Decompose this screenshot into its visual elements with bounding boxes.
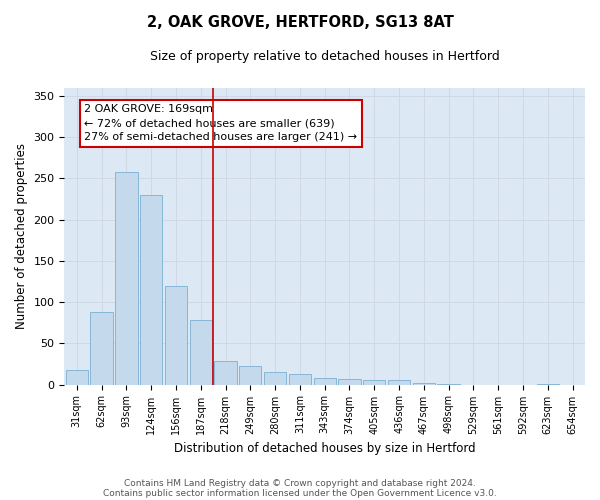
X-axis label: Distribution of detached houses by size in Hertford: Distribution of detached houses by size …: [174, 442, 476, 455]
Text: Contains public sector information licensed under the Open Government Licence v3: Contains public sector information licen…: [103, 488, 497, 498]
Y-axis label: Number of detached properties: Number of detached properties: [15, 143, 28, 329]
Bar: [91, 312, 113, 384]
Bar: [65, 370, 88, 384]
Text: Contains HM Land Registry data © Crown copyright and database right 2024.: Contains HM Land Registry data © Crown c…: [124, 478, 476, 488]
Bar: [314, 378, 336, 384]
Bar: [140, 195, 163, 384]
Bar: [338, 379, 361, 384]
Bar: [264, 372, 286, 384]
Bar: [214, 362, 236, 384]
Bar: [115, 172, 137, 384]
Text: 2 OAK GROVE: 169sqm
← 72% of detached houses are smaller (639)
27% of semi-detac: 2 OAK GROVE: 169sqm ← 72% of detached ho…: [84, 104, 358, 142]
Bar: [388, 380, 410, 384]
Bar: [190, 320, 212, 384]
Bar: [165, 286, 187, 384]
Title: Size of property relative to detached houses in Hertford: Size of property relative to detached ho…: [150, 50, 500, 63]
Bar: [363, 380, 385, 384]
Text: 2, OAK GROVE, HERTFORD, SG13 8AT: 2, OAK GROVE, HERTFORD, SG13 8AT: [146, 15, 454, 30]
Bar: [413, 383, 435, 384]
Bar: [289, 374, 311, 384]
Bar: [239, 366, 262, 384]
